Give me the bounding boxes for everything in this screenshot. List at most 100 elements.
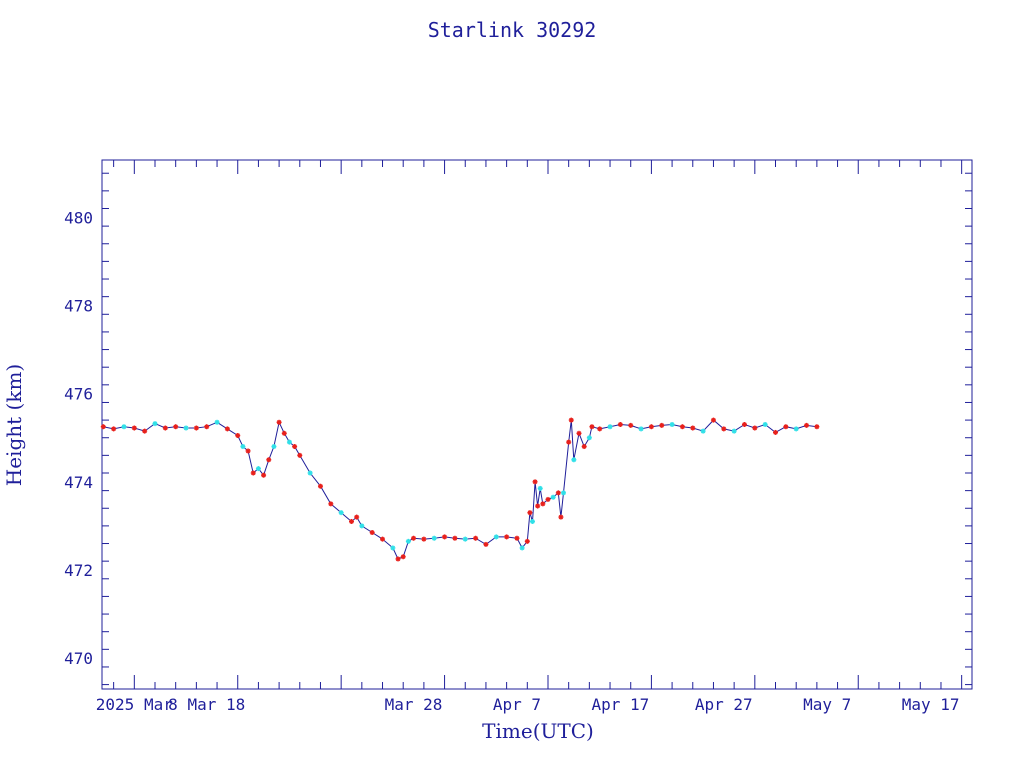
y-tick-label: 476 (64, 385, 93, 404)
y-tick-label: 470 (64, 649, 93, 668)
data-point (561, 490, 567, 496)
x-tick-label: May 7 (803, 695, 851, 714)
data-point (286, 439, 292, 445)
data-point (589, 424, 595, 430)
data-point (773, 429, 779, 435)
data-point (581, 444, 587, 450)
data-point (731, 428, 737, 434)
x-tick-label: Apr 27 (695, 695, 753, 714)
data-point (452, 535, 458, 541)
data-point (597, 426, 603, 432)
data-point (669, 422, 675, 427)
data-point (527, 510, 533, 516)
data-point (400, 554, 406, 560)
data-point (524, 538, 530, 544)
data-point (292, 444, 298, 450)
data-point (571, 457, 577, 463)
x-tick-label: 2025 Mar (96, 695, 173, 714)
data-point (504, 534, 510, 540)
y-tick-label: 474 (64, 473, 93, 492)
data-point (555, 490, 561, 496)
data-point (566, 439, 572, 445)
data-point (617, 422, 623, 427)
data-point (793, 426, 799, 432)
data-point (100, 424, 106, 430)
plot-border (101, 159, 973, 690)
data-point (261, 472, 267, 478)
data-point (281, 430, 287, 436)
data-point (224, 426, 230, 432)
series-layer (100, 417, 820, 562)
data-point (380, 536, 386, 542)
data-point (442, 534, 448, 540)
x-tick-label: Apr 17 (591, 695, 649, 714)
data-point (328, 501, 334, 507)
data-point (121, 424, 127, 430)
data-point (142, 428, 148, 434)
data-point (576, 430, 582, 436)
data-point (183, 425, 189, 431)
data-point (540, 501, 546, 507)
data-point (679, 424, 685, 430)
data-point (483, 541, 489, 547)
data-point (648, 424, 654, 430)
data-point (152, 421, 158, 427)
data-point (411, 535, 417, 541)
data-point (240, 444, 246, 450)
data-point (568, 417, 574, 423)
data-point (214, 419, 220, 425)
x-tick-label: May 17 (902, 695, 960, 714)
data-point (700, 428, 706, 434)
data-point (607, 424, 613, 430)
data-point (255, 466, 261, 472)
y-tick-label: 478 (64, 296, 93, 315)
y-tick-label: 472 (64, 561, 93, 580)
chart-title: Starlink 30292 (428, 18, 597, 42)
data-point (804, 422, 810, 428)
data-point (369, 530, 375, 536)
data-point (473, 535, 479, 541)
data-point (307, 470, 313, 476)
y-axis: 470 472 474 476 478 480 (64, 172, 972, 686)
data-point (537, 485, 543, 491)
data-point (421, 536, 427, 542)
data-point (338, 510, 344, 516)
series-line (103, 419, 817, 560)
data-point (721, 426, 727, 432)
data-point (628, 422, 634, 428)
data-point (348, 518, 354, 524)
data-point (111, 426, 117, 432)
data-point (405, 538, 411, 544)
data-point (638, 426, 644, 432)
data-point (741, 422, 747, 427)
y-tick-label: 480 (64, 208, 93, 227)
x-tick-label: 8 Mar 18 (168, 695, 245, 714)
data-point (359, 523, 365, 529)
data-point (204, 424, 210, 430)
data-point (659, 422, 665, 428)
data-point (762, 422, 768, 427)
data-point (558, 514, 564, 520)
data-point (535, 503, 541, 509)
data-point (395, 556, 401, 562)
data-point (297, 452, 303, 458)
data-point (193, 425, 199, 431)
data-point (529, 518, 535, 524)
x-tick-label: Mar 28 (385, 695, 443, 714)
data-point (545, 496, 551, 502)
data-point (131, 425, 137, 431)
data-point (710, 417, 716, 423)
data-point (173, 424, 179, 430)
data-point (462, 536, 468, 542)
data-point (162, 425, 168, 431)
data-point (493, 534, 499, 540)
x-tick-label: Apr 7 (493, 695, 541, 714)
data-point (550, 494, 556, 500)
data-point (245, 448, 251, 454)
data-point (431, 535, 437, 541)
data-point (532, 479, 538, 485)
data-point (690, 425, 696, 431)
data-point (586, 435, 592, 441)
